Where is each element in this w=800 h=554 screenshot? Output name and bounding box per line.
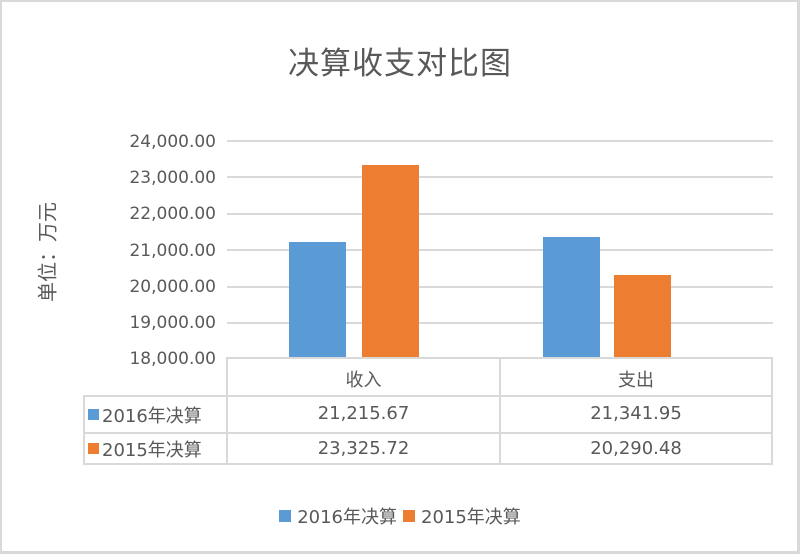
- y-tick: 18,000.00: [129, 349, 216, 369]
- category-label-income: 收入: [345, 370, 382, 391]
- gridline: [227, 176, 773, 178]
- legend-swatch-icon: [403, 510, 415, 522]
- y-tick: 22,000.00: [129, 204, 216, 224]
- legend-item-2016[interactable]: 2016年决算: [279, 503, 397, 529]
- table-border: [83, 463, 773, 465]
- table-cell: 20,290.48: [590, 438, 682, 459]
- table-border: [499, 357, 501, 465]
- category-label-expense: 支出: [618, 370, 654, 391]
- y-tick: 19,000.00: [129, 313, 216, 333]
- gridline: [227, 286, 773, 288]
- bar-2015-income[interactable]: [362, 165, 419, 358]
- legend-swatch-icon: [279, 510, 292, 522]
- gridline: [227, 322, 773, 324]
- table-cell: 23,325.72: [317, 438, 410, 459]
- legend-item-2015[interactable]: 2015年决算: [403, 503, 521, 529]
- y-tick: 21,000.00: [129, 241, 216, 261]
- table-border: [83, 432, 773, 434]
- table-border: [771, 357, 773, 465]
- table-cell: 21,341.95: [590, 403, 682, 424]
- table-border: [83, 395, 773, 397]
- bar-2016-income[interactable]: [289, 241, 346, 358]
- table-border: [226, 357, 228, 465]
- y-tick: 20,000.00: [129, 277, 216, 297]
- series-swatch-icon: [88, 409, 99, 420]
- gridline: [227, 140, 773, 142]
- y-tick: 24,000.00: [129, 132, 216, 152]
- table-row-label-2016: 2016年决算: [88, 397, 202, 432]
- series-swatch-icon: [88, 443, 99, 454]
- bar-2016-expense[interactable]: [543, 237, 600, 358]
- table-border: [83, 395, 85, 465]
- table-cell: 21,215.67: [317, 403, 410, 424]
- bar-2015-expense[interactable]: [614, 275, 671, 358]
- y-tick: 23,000.00: [129, 168, 216, 188]
- gridline: [227, 249, 773, 251]
- chart-title: 决算收支对比图: [288, 46, 512, 82]
- gridline: [227, 213, 773, 215]
- y-axis-label: 单位：万元: [35, 202, 60, 302]
- table-row-label-2015: 2015年决算: [88, 434, 202, 463]
- legend: 2016年决算 2015年决算: [0, 503, 800, 529]
